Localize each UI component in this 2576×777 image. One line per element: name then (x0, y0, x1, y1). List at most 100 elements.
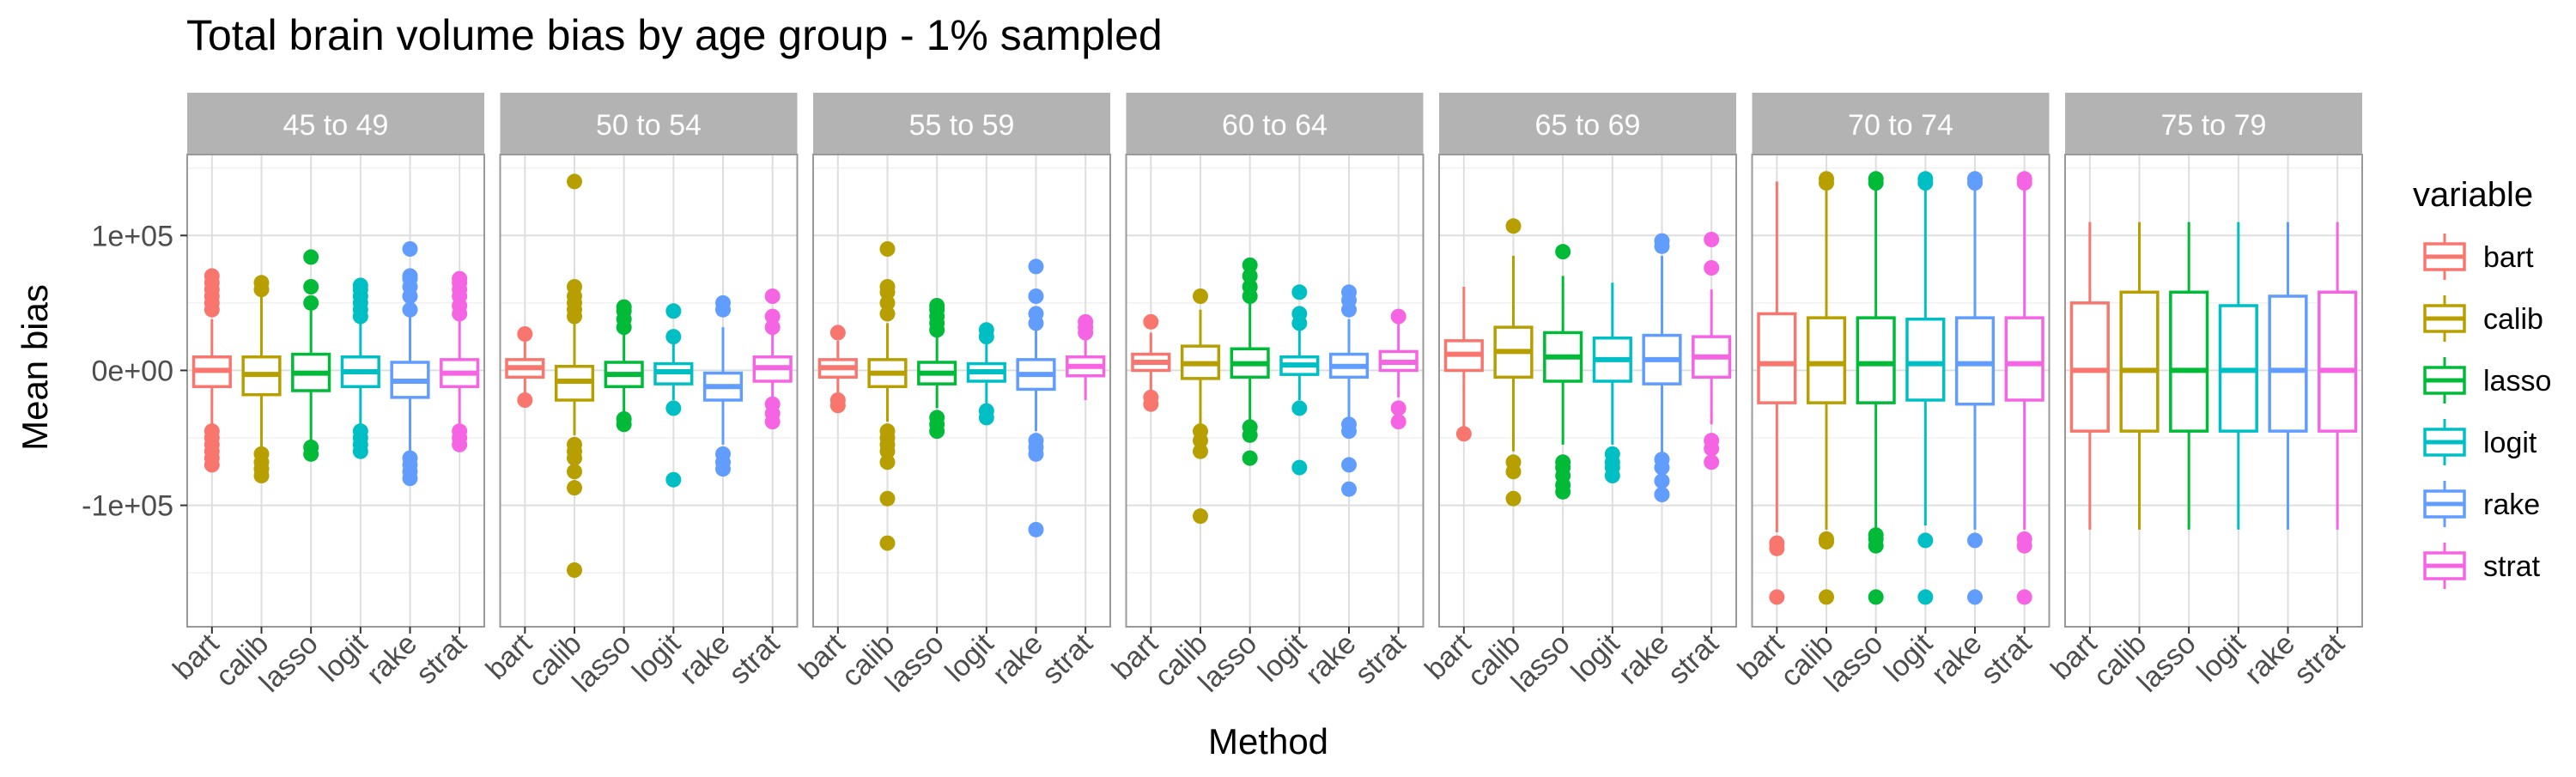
outlier-point (1242, 279, 1258, 294)
box-strat (2004, 171, 2044, 605)
box-rake (1016, 258, 1056, 537)
outlier-point (1819, 589, 1834, 605)
outlier-point (2016, 537, 2032, 554)
outlier-point (1341, 423, 1357, 440)
outlier-point (879, 241, 896, 257)
outlier-point (1390, 400, 1406, 416)
x-tick-label: strat (1036, 627, 1099, 690)
box-rake (1328, 284, 1370, 497)
box-iqr (1806, 316, 1847, 404)
outlier-point (1555, 244, 1571, 260)
box-strat (1378, 308, 1419, 430)
legend-label: rake (2483, 489, 2540, 521)
box-bart (2069, 222, 2110, 530)
panel-border (2064, 154, 2363, 628)
outlier-point (1654, 487, 1670, 502)
outlier-point (1505, 464, 1522, 480)
x-tick-label: rake (361, 628, 424, 691)
outlier-point (879, 454, 896, 470)
outlier-point (764, 319, 781, 336)
outlier-point (665, 471, 682, 488)
outlier-point (665, 303, 682, 319)
box-calib (867, 241, 908, 551)
box-bart (1443, 287, 1484, 442)
x-tick-label: strat (1975, 627, 2038, 690)
x-tick-label: strat (1349, 627, 1413, 690)
box-iqr (2169, 290, 2209, 433)
outlier-point (352, 443, 368, 459)
box-calib (2119, 222, 2160, 530)
x-tick-label: logit (313, 627, 374, 688)
outlier-point (978, 322, 994, 338)
outlier-point (879, 306, 896, 322)
outlier-point (253, 468, 270, 483)
panel-background (500, 155, 798, 627)
box-lasso (1230, 257, 1270, 466)
y-tick-label: 1e+05 (92, 220, 174, 252)
facet-strip-label: 70 to 74 (1848, 109, 1953, 142)
outlier-point (303, 294, 319, 311)
outlier-point (1028, 306, 1044, 322)
legend-entry-logit: logit (2420, 417, 2537, 467)
x-tick-label: lasso (253, 628, 325, 699)
box-bart (191, 268, 232, 473)
outlier-point (616, 299, 632, 315)
outlier-point (1078, 313, 1094, 330)
legend-label: lasso (2483, 365, 2551, 398)
legend-label: bart (2483, 241, 2534, 274)
y-axis-title: Mean bias (15, 284, 55, 451)
outlier-point (1341, 481, 1357, 497)
outlier-point (303, 446, 319, 462)
box-bart (817, 325, 858, 414)
outlier-point (978, 410, 994, 426)
outlier-point (402, 241, 418, 257)
outlier-point (879, 535, 896, 551)
outlier-point (402, 470, 418, 487)
outlier-point (616, 416, 632, 433)
outlier-point (1917, 171, 1934, 187)
outlier-point (303, 279, 319, 294)
legend-label: logit (2483, 427, 2537, 459)
outlier-point (665, 329, 682, 345)
box-logit (653, 303, 694, 488)
box-logit (966, 322, 1006, 426)
outlier-point (1341, 457, 1357, 473)
outlier-point (1455, 426, 1472, 442)
x-tick-label: lasso (566, 628, 637, 699)
outlier-point (1704, 260, 1720, 276)
outlier-point (1555, 483, 1571, 500)
outlier-point (402, 301, 418, 318)
outlier-point (1769, 589, 1785, 605)
box-logit (2218, 222, 2258, 530)
box-logit (1279, 284, 1320, 476)
outlier-point (567, 279, 582, 294)
outlier-point (567, 480, 582, 496)
box-rake (702, 294, 744, 477)
box-lasso (2169, 222, 2209, 530)
facet-strip (1126, 93, 1424, 155)
outlier-point (452, 436, 468, 452)
outlier-point (1769, 540, 1785, 556)
box-bart (505, 326, 545, 408)
y-axis: 1e+05 0e+00 -1e+05 (82, 220, 187, 523)
outlier-point (352, 277, 368, 294)
outlier-point (829, 398, 846, 414)
facet-strip-label: 60 to 64 (1222, 109, 1327, 142)
x-tick-label: rake (987, 628, 1050, 691)
outlier-point (1242, 268, 1258, 284)
outlier-point (1654, 473, 1670, 489)
box-lasso (1856, 171, 1896, 605)
panel-background (1439, 155, 1736, 627)
facet-strip-label: 75 to 79 (2161, 109, 2267, 142)
x-tick-label: rake (673, 628, 737, 691)
box-iqr (1905, 317, 1946, 402)
facet-strip-label: 45 to 49 (283, 109, 389, 142)
facet-strip (2065, 93, 2362, 155)
outlier-point (879, 443, 896, 459)
panel-border (186, 154, 485, 628)
panel-background (187, 155, 484, 627)
